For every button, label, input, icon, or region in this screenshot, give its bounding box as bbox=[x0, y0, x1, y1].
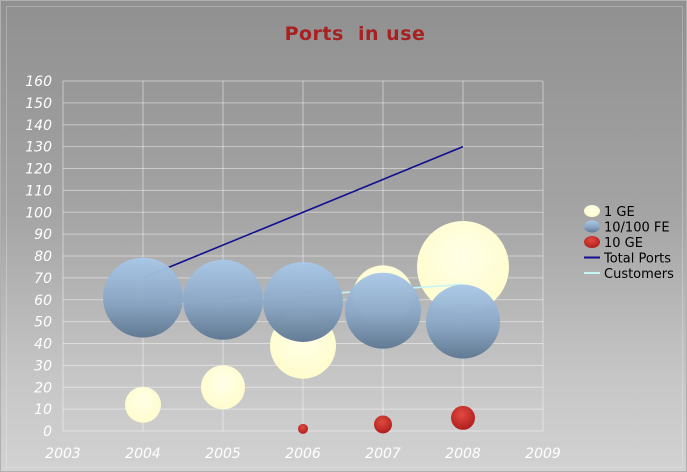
legend-label: 1 GE bbox=[604, 205, 635, 220]
legend-label: Customers bbox=[604, 267, 674, 282]
legend-total-ports: Total Ports bbox=[584, 252, 671, 267]
legend-1-ge: 1 GE bbox=[584, 205, 635, 220]
legend-swatch bbox=[584, 236, 600, 248]
legend-label: Total Ports bbox=[603, 252, 671, 267]
bubble-point bbox=[426, 284, 500, 359]
series-10-100-fe bbox=[103, 257, 500, 359]
bubble-point bbox=[451, 405, 475, 430]
bubble-point bbox=[298, 423, 308, 434]
chart-inner-border bbox=[6, 6, 683, 468]
bubble-point bbox=[103, 257, 183, 338]
y-axis-ticks: 0 10 20 30 40 50 60 70 80 90 100 110 120 130 140 150 160 bbox=[25, 74, 52, 440]
legend-label: 10/100 FE bbox=[604, 221, 670, 236]
series-10-ge bbox=[298, 405, 475, 434]
y-tick-label: 50 bbox=[34, 315, 52, 331]
x-axis-ticks: 2003 2004 2005 2006 2007 2008 2009 bbox=[45, 446, 561, 462]
x-tick-label: 2004 bbox=[125, 446, 161, 462]
bubble-point bbox=[183, 259, 263, 340]
y-tick-label: 20 bbox=[34, 380, 52, 396]
y-tick-label: 90 bbox=[34, 227, 52, 243]
y-tick-label: 160 bbox=[25, 74, 52, 90]
bubble-point bbox=[263, 261, 343, 342]
bubble-point bbox=[345, 272, 421, 349]
legend-10-100-fe: 10/100 FE bbox=[584, 220, 670, 236]
y-tick-label: 60 bbox=[34, 293, 52, 309]
legend-10-ge: 10 GE bbox=[584, 236, 643, 251]
total-ports-line bbox=[142, 145, 464, 279]
x-tick-label: 2005 bbox=[205, 446, 241, 462]
legend-swatch bbox=[584, 220, 600, 233]
y-tick-label: 70 bbox=[34, 271, 52, 287]
y-tick-label: 30 bbox=[34, 358, 52, 374]
x-tick-label: 2008 bbox=[445, 446, 481, 462]
y-tick-label: 10 bbox=[34, 402, 52, 418]
x-tick-label: 2003 bbox=[45, 446, 81, 462]
y-tick-label: 150 bbox=[25, 96, 52, 112]
legend-customers: Customers bbox=[584, 267, 674, 282]
y-tick-label: 0 bbox=[43, 424, 52, 440]
y-tick-label: 80 bbox=[34, 249, 52, 265]
y-tick-label: 40 bbox=[34, 337, 52, 353]
y-tick-label: 120 bbox=[25, 162, 52, 178]
y-tick-label: 130 bbox=[25, 140, 52, 156]
x-tick-label: 2007 bbox=[365, 446, 401, 462]
bubble-point bbox=[417, 220, 509, 313]
legend-swatch bbox=[584, 205, 600, 217]
y-tick-label: 110 bbox=[25, 183, 52, 199]
y-tick-label: 140 bbox=[25, 118, 52, 134]
legend-label: 10 GE bbox=[604, 236, 643, 251]
x-tick-label: 2009 bbox=[525, 446, 561, 462]
y-tick-label: 100 bbox=[25, 205, 52, 221]
chart-title: Ports in use bbox=[285, 23, 426, 45]
x-tick-label: 2006 bbox=[285, 446, 321, 462]
bubble-point bbox=[125, 386, 161, 423]
bubble-point bbox=[201, 365, 245, 410]
bubble-point bbox=[374, 415, 392, 434]
